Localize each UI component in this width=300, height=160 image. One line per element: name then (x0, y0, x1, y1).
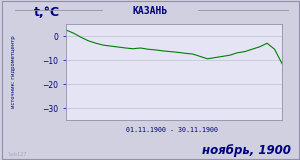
Text: 01.11.1900 - 30.11.1900: 01.11.1900 - 30.11.1900 (127, 127, 218, 133)
Text: источник: гидрометцентр: источник: гидрометцентр (11, 35, 16, 108)
Text: ноябрь, 1900: ноябрь, 1900 (202, 144, 291, 157)
Text: t,°C: t,°C (34, 6, 60, 19)
Text: КАЗАНЬ: КАЗАНЬ (132, 6, 168, 16)
Text: lab127: lab127 (8, 152, 27, 157)
